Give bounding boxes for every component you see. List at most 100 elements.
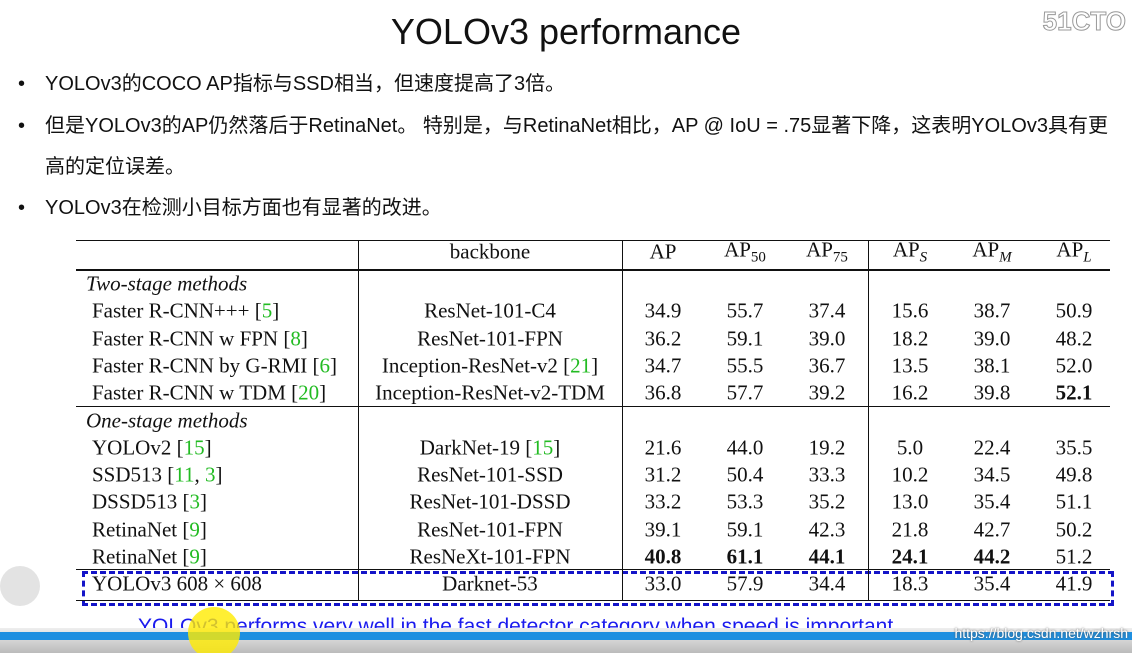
value-cell: 42.3 — [808, 517, 846, 542]
value-cell: 33.2 — [644, 489, 682, 514]
value-cell: 39.0 — [973, 326, 1011, 351]
value-cell: 22.4 — [973, 435, 1011, 460]
value-cell: 39.8 — [973, 380, 1011, 405]
value-cell: 18.3 — [891, 571, 929, 596]
value-cell: 52.0 — [1055, 353, 1093, 378]
header-cell: backbone — [449, 239, 531, 264]
method-cell: YOLOv3 608 × 608 — [92, 571, 262, 596]
header-cell: APM — [972, 237, 1012, 266]
value-cell: 44.1 — [808, 544, 846, 569]
value-cell: 34.4 — [808, 571, 846, 596]
backbone-cell: Darknet-53 — [442, 571, 538, 596]
table-rule — [76, 405, 1110, 407]
value-cell: 53.3 — [726, 489, 764, 514]
value-cell: 36.7 — [808, 353, 846, 378]
method-cell: RetinaNet [9] — [92, 544, 207, 569]
method-cell: Faster R-CNN w FPN [8] — [92, 326, 308, 351]
value-cell: 50.4 — [726, 462, 764, 487]
backbone-cell: ResNet-101-DSSD — [409, 489, 571, 514]
backbone-cell: Inception-ResNet-v2-TDM — [375, 380, 605, 405]
value-cell: 55.7 — [726, 298, 764, 323]
value-cell: 57.9 — [726, 571, 764, 596]
value-cell: 41.9 — [1055, 571, 1093, 596]
value-cell: 44.0 — [726, 435, 764, 460]
value-cell: 59.1 — [726, 326, 764, 351]
method-cell: YOLOv2 [15] — [92, 435, 212, 460]
value-cell: 38.1 — [973, 353, 1011, 378]
value-cell: 33.3 — [808, 462, 846, 487]
value-cell: 42.7 — [973, 517, 1011, 542]
source-url: https://blog.csdn.net/wzhrsh — [954, 625, 1128, 641]
value-cell: 35.2 — [808, 489, 846, 514]
backbone-cell: ResNet-101-FPN — [417, 517, 563, 542]
header-cell: AP — [649, 239, 677, 264]
value-cell: 13.0 — [891, 489, 929, 514]
value-cell: 34.7 — [644, 353, 682, 378]
value-cell: 48.2 — [1055, 326, 1093, 351]
table-rule — [76, 599, 1110, 601]
value-cell: 10.2 — [891, 462, 929, 487]
method-cell: Faster R-CNN+++ [5] — [92, 298, 280, 323]
progress-bar[interactable] — [0, 632, 1132, 640]
method-cell: DSSD513 [3] — [92, 489, 207, 514]
value-cell: 49.8 — [1055, 462, 1093, 487]
value-cell: 40.8 — [644, 544, 682, 569]
value-cell: 18.2 — [891, 326, 929, 351]
watermark: 51CTO — [1042, 6, 1126, 37]
method-cell: Faster R-CNN by G-RMI [6] — [92, 353, 337, 378]
value-cell: 51.1 — [1055, 489, 1093, 514]
group-label: One-stage methods — [86, 408, 248, 432]
value-cell: 34.5 — [973, 462, 1011, 487]
value-cell: 36.8 — [644, 380, 682, 405]
header-cell: APS — [892, 237, 928, 266]
header-cell: AP50 — [724, 237, 766, 266]
value-cell: 34.9 — [644, 298, 682, 323]
method-cell: RetinaNet [9] — [92, 517, 207, 542]
backbone-cell: ResNet-101-FPN — [417, 326, 563, 351]
column-rule — [358, 240, 359, 600]
value-cell: 50.2 — [1055, 517, 1093, 542]
value-cell: 21.6 — [644, 435, 682, 460]
value-cell: 61.1 — [726, 544, 764, 569]
header-cell: AP75 — [806, 237, 848, 266]
table-rule — [76, 569, 1110, 571]
value-cell: 35.5 — [1055, 435, 1093, 460]
value-cell: 35.4 — [973, 571, 1011, 596]
value-cell: 36.2 — [644, 326, 682, 351]
highlight-box — [82, 571, 1114, 606]
table-rule — [76, 269, 1110, 271]
value-cell: 31.2 — [644, 462, 682, 487]
value-cell: 52.1 — [1055, 380, 1093, 405]
cursor-highlight — [188, 607, 240, 653]
value-cell: 50.9 — [1055, 298, 1093, 323]
value-cell: 13.5 — [891, 353, 929, 378]
bullet: YOLOv3在检测小目标方面也有显著的改进。 — [18, 188, 1115, 229]
value-cell: 59.1 — [726, 517, 764, 542]
bullet: YOLOv3的COCO AP指标与SSD相当，但速度提高了3倍。 — [18, 64, 1115, 105]
value-cell: 39.2 — [808, 380, 846, 405]
value-cell: 38.7 — [973, 298, 1011, 323]
backbone-cell: ResNet-101-SSD — [417, 462, 563, 487]
group-label: Two-stage methods — [86, 271, 248, 296]
value-cell: 5.0 — [896, 435, 924, 460]
value-cell: 15.6 — [891, 298, 929, 323]
value-cell: 19.2 — [808, 435, 846, 460]
value-cell: 16.2 — [891, 380, 929, 405]
backbone-cell: DarkNet-19 [15] — [419, 435, 561, 460]
value-cell: 37.4 — [808, 298, 846, 323]
method-cell: SSD513 [11, 3] — [92, 462, 223, 487]
value-cell: 51.2 — [1055, 544, 1093, 569]
backbone-cell: Inception-ResNet-v2 [21] — [381, 353, 599, 378]
value-cell: 24.1 — [891, 544, 929, 569]
value-cell: 35.4 — [973, 489, 1011, 514]
value-cell: 57.7 — [726, 380, 764, 405]
value-cell: 21.8 — [891, 517, 929, 542]
column-rule — [622, 240, 623, 600]
value-cell: 33.0 — [644, 571, 682, 596]
slide-title: YOLOv3 performance — [390, 11, 742, 52]
value-cell: 44.2 — [973, 544, 1011, 569]
value-cell: 39.0 — [808, 326, 846, 351]
play-button[interactable] — [0, 566, 40, 606]
backbone-cell: ResNet-101-C4 — [424, 298, 556, 323]
